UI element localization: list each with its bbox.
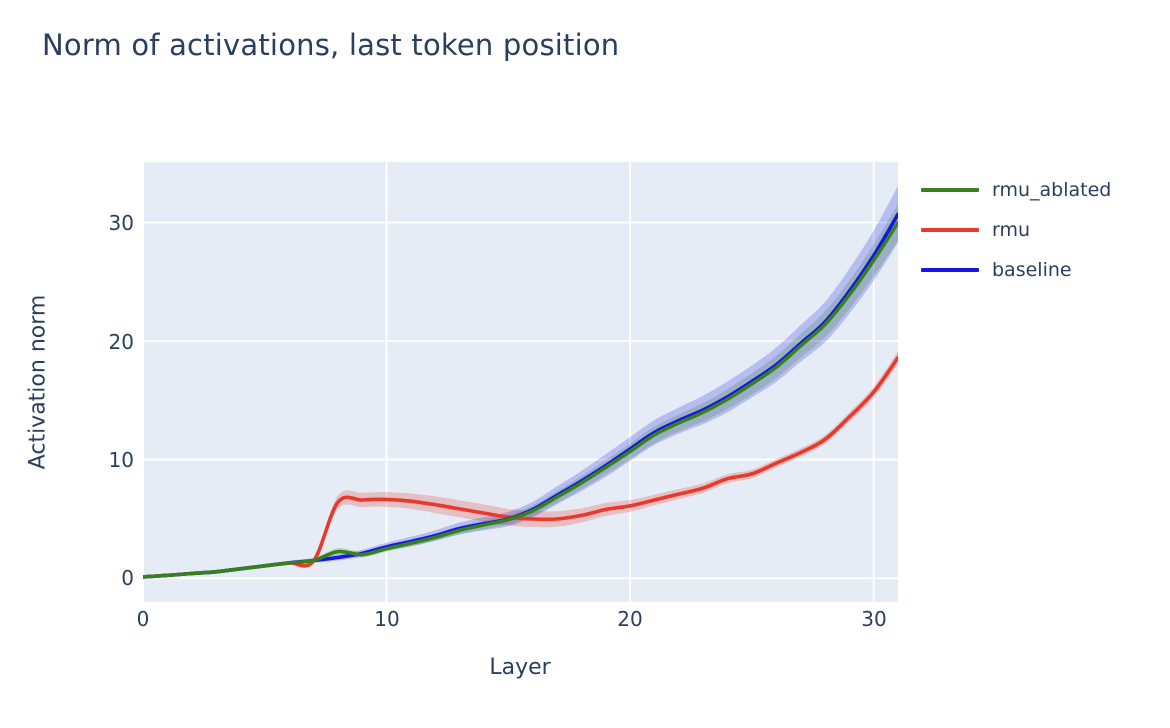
x-axis-label: Layer <box>489 655 551 680</box>
band-baseline <box>143 185 898 578</box>
y-axis-label: Activation norm <box>25 294 51 470</box>
legend-line-swatch <box>921 188 979 192</box>
y-tick-label: 0 <box>121 566 134 590</box>
line-rmu_ablated[interactable] <box>143 220 898 579</box>
legend-label: baseline <box>992 259 1072 281</box>
chart-title: Norm of activations, last token position <box>42 28 620 62</box>
plot-area[interactable] <box>143 162 898 602</box>
legend: rmu_ablated rmu baseline <box>921 170 1111 290</box>
band-rmu_ablated <box>143 204 898 578</box>
legend-line-swatch <box>921 228 979 232</box>
x-tick-label: 10 <box>374 607 400 631</box>
x-tick-label: 20 <box>617 607 643 631</box>
x-tick-label: 30 <box>861 607 887 631</box>
y-tick-label: 10 <box>108 448 134 472</box>
legend-item-rmu-ablated[interactable]: rmu_ablated <box>921 170 1111 210</box>
y-tick-label: 30 <box>108 211 134 235</box>
x-tick-label: 0 <box>136 607 150 631</box>
legend-item-baseline[interactable]: baseline <box>921 250 1111 290</box>
legend-label: rmu <box>992 219 1031 241</box>
legend-label: rmu_ablated <box>992 179 1112 201</box>
legend-item-rmu[interactable]: rmu <box>921 210 1111 250</box>
y-tick-label: 20 <box>108 330 134 354</box>
legend-line-swatch <box>921 268 979 272</box>
